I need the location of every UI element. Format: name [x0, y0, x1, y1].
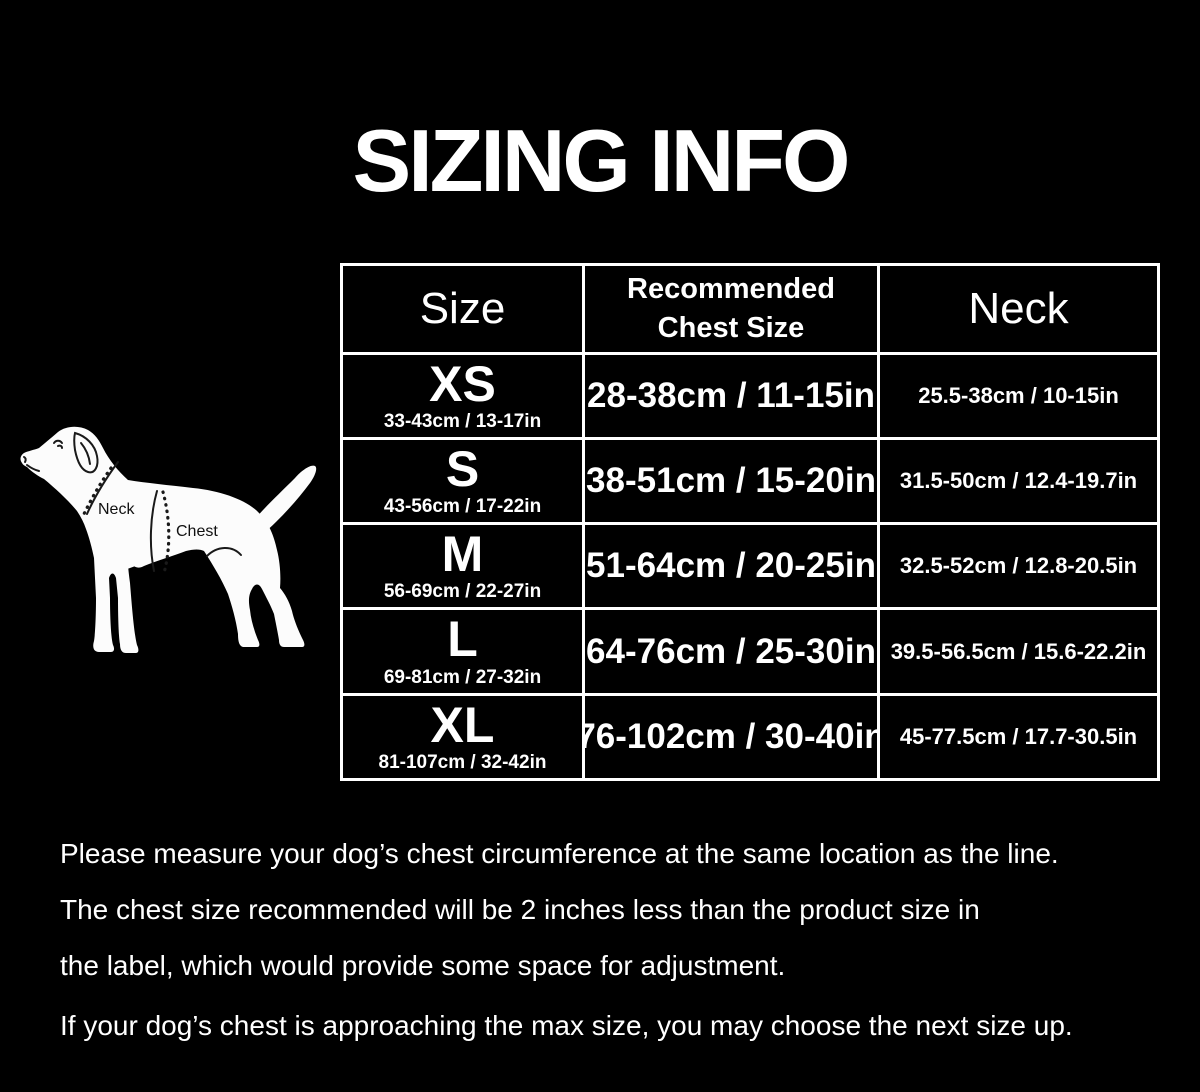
header-cell-neck: Neck	[880, 266, 1157, 352]
size-label: XL	[430, 696, 495, 753]
size-label: M	[441, 525, 484, 582]
size-sub-label: 43-56cm / 17-22in	[383, 496, 542, 518]
table-row-m-size-cell: M 56-69cm / 22-27in	[343, 525, 582, 607]
size-label: L	[447, 611, 478, 668]
chest-value: 51-64cm / 20-25in	[586, 546, 876, 585]
dog-ear-fold-line	[80, 442, 91, 465]
table-row-xs-size-cell: XS 33-43cm / 13-17in	[343, 355, 582, 437]
table-row-xl-size-cell: XL 81-107cm / 32-42in	[343, 696, 582, 778]
note-max-size-advice: If your dog’s chest is approaching the m…	[60, 1010, 1073, 1041]
size-sub-label: 56-69cm / 22-27in	[383, 581, 542, 603]
neck-value: 25.5-38cm / 10-15in	[918, 383, 1119, 408]
table-row-xs-chest-cell: 28-38cm / 11-15in	[585, 355, 877, 437]
table-row-xl-chest-cell: 76-102cm / 30-40in	[585, 696, 877, 778]
table-row-l-neck-cell: 39.5-56.5cm / 15.6-22.2in	[880, 610, 1157, 693]
chest-value: 64-76cm / 25-30in	[586, 631, 876, 671]
dog-measurement-diagram: Neck Chest	[20, 426, 317, 653]
table-row-m-chest-cell: 51-64cm / 20-25in	[585, 525, 877, 607]
neck-band-solid-line	[86, 461, 119, 515]
dog-mouth-line	[26, 464, 40, 472]
size-sub-label: 33-43cm / 13-17in	[383, 411, 542, 433]
chest-band-solid-line	[149, 490, 158, 572]
sizing-table: Size Recommended Chest Size Neck XS 33-4…	[340, 263, 1160, 781]
note-measure-instruction: Please measure your dog’s chest circumfe…	[60, 838, 1059, 869]
table-row-l-size-cell: L 69-81cm / 27-32in	[343, 610, 582, 693]
chest-band-dotted-line	[161, 490, 171, 575]
chest-value: 76-102cm / 30-40in	[585, 717, 877, 756]
dog-eye	[53, 439, 63, 444]
size-sub-label: 69-81cm / 27-32in	[383, 666, 542, 688]
table-row-s-neck-cell: 31.5-50cm / 12.4-19.7in	[880, 440, 1157, 522]
table-row-xl-neck-cell: 45-77.5cm / 17.7-30.5in	[880, 696, 1157, 778]
table-row-xs-neck-cell: 25.5-38cm / 10-15in	[880, 355, 1157, 437]
note-chest-size-line-1: The chest size recommended will be 2 inc…	[60, 894, 980, 925]
neck-diagram-label: Neck	[98, 501, 135, 518]
table-row-s-chest-cell: 38-51cm / 15-20in	[585, 440, 877, 522]
chest-column-header: Recommended Chest Size	[627, 272, 835, 344]
dog-nostril	[23, 456, 27, 463]
neck-value: 31.5-50cm / 12.4-19.7in	[899, 468, 1138, 493]
chest-value: 38-51cm / 15-20in	[586, 461, 876, 500]
neck-value: 45-77.5cm / 17.7-30.5in	[899, 724, 1138, 749]
table-row-s-size-cell: S 43-56cm / 17-22in	[343, 440, 582, 522]
header-cell-size: Size	[343, 266, 582, 352]
size-label: XS	[429, 355, 496, 412]
neck-value: 39.5-56.5cm / 15.6-22.2in	[890, 638, 1147, 664]
table-row-m-neck-cell: 32.5-52cm / 12.8-20.5in	[880, 525, 1157, 607]
table-row-l-chest-cell: 64-76cm / 25-30in	[585, 610, 877, 693]
dog-hip-line	[206, 547, 242, 557]
dog-chest-patch	[94, 538, 190, 570]
page-title: SIZING INFO	[352, 110, 851, 210]
size-label: S	[445, 440, 480, 497]
dog-eye-curl	[57, 444, 63, 449]
header-cell-chest: Recommended Chest Size	[585, 266, 877, 352]
dog-tail	[253, 465, 317, 536]
size-column-header: Size	[419, 284, 506, 333]
chest-value: 28-38cm / 11-15in	[587, 376, 875, 415]
neck-band-dotted-line	[81, 466, 113, 518]
note-chest-size-line-2: the label, which would provide some spac…	[60, 950, 786, 981]
chest-diagram-label: Chest	[176, 523, 218, 540]
size-sub-label: 81-107cm / 32-42in	[378, 752, 547, 774]
neck-column-header: Neck	[968, 284, 1069, 333]
neck-value: 32.5-52cm / 12.8-20.5in	[899, 553, 1138, 578]
